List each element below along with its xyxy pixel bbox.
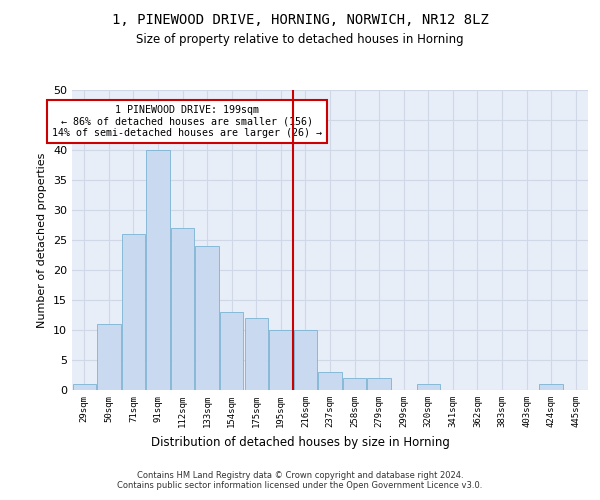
Text: Contains public sector information licensed under the Open Government Licence v3: Contains public sector information licen… bbox=[118, 482, 482, 490]
Bar bbox=[245, 318, 268, 390]
Text: Contains HM Land Registry data © Crown copyright and database right 2024.: Contains HM Land Registry data © Crown c… bbox=[137, 472, 463, 480]
Bar bbox=[97, 324, 121, 390]
Bar bbox=[171, 228, 194, 390]
Bar bbox=[343, 378, 366, 390]
Text: 1, PINEWOOD DRIVE, HORNING, NORWICH, NR12 8LZ: 1, PINEWOOD DRIVE, HORNING, NORWICH, NR1… bbox=[112, 12, 488, 26]
Bar bbox=[539, 384, 563, 390]
Text: Distribution of detached houses by size in Horning: Distribution of detached houses by size … bbox=[151, 436, 449, 449]
Bar bbox=[146, 150, 170, 390]
Bar bbox=[220, 312, 244, 390]
Bar bbox=[319, 372, 341, 390]
Bar bbox=[367, 378, 391, 390]
Y-axis label: Number of detached properties: Number of detached properties bbox=[37, 152, 47, 328]
Bar bbox=[294, 330, 317, 390]
Bar bbox=[196, 246, 219, 390]
Bar bbox=[73, 384, 96, 390]
Text: Size of property relative to detached houses in Horning: Size of property relative to detached ho… bbox=[136, 32, 464, 46]
Bar bbox=[122, 234, 145, 390]
Bar bbox=[416, 384, 440, 390]
Bar bbox=[269, 330, 293, 390]
Text: 1 PINEWOOD DRIVE: 199sqm
← 86% of detached houses are smaller (156)
14% of semi-: 1 PINEWOOD DRIVE: 199sqm ← 86% of detach… bbox=[52, 105, 322, 138]
